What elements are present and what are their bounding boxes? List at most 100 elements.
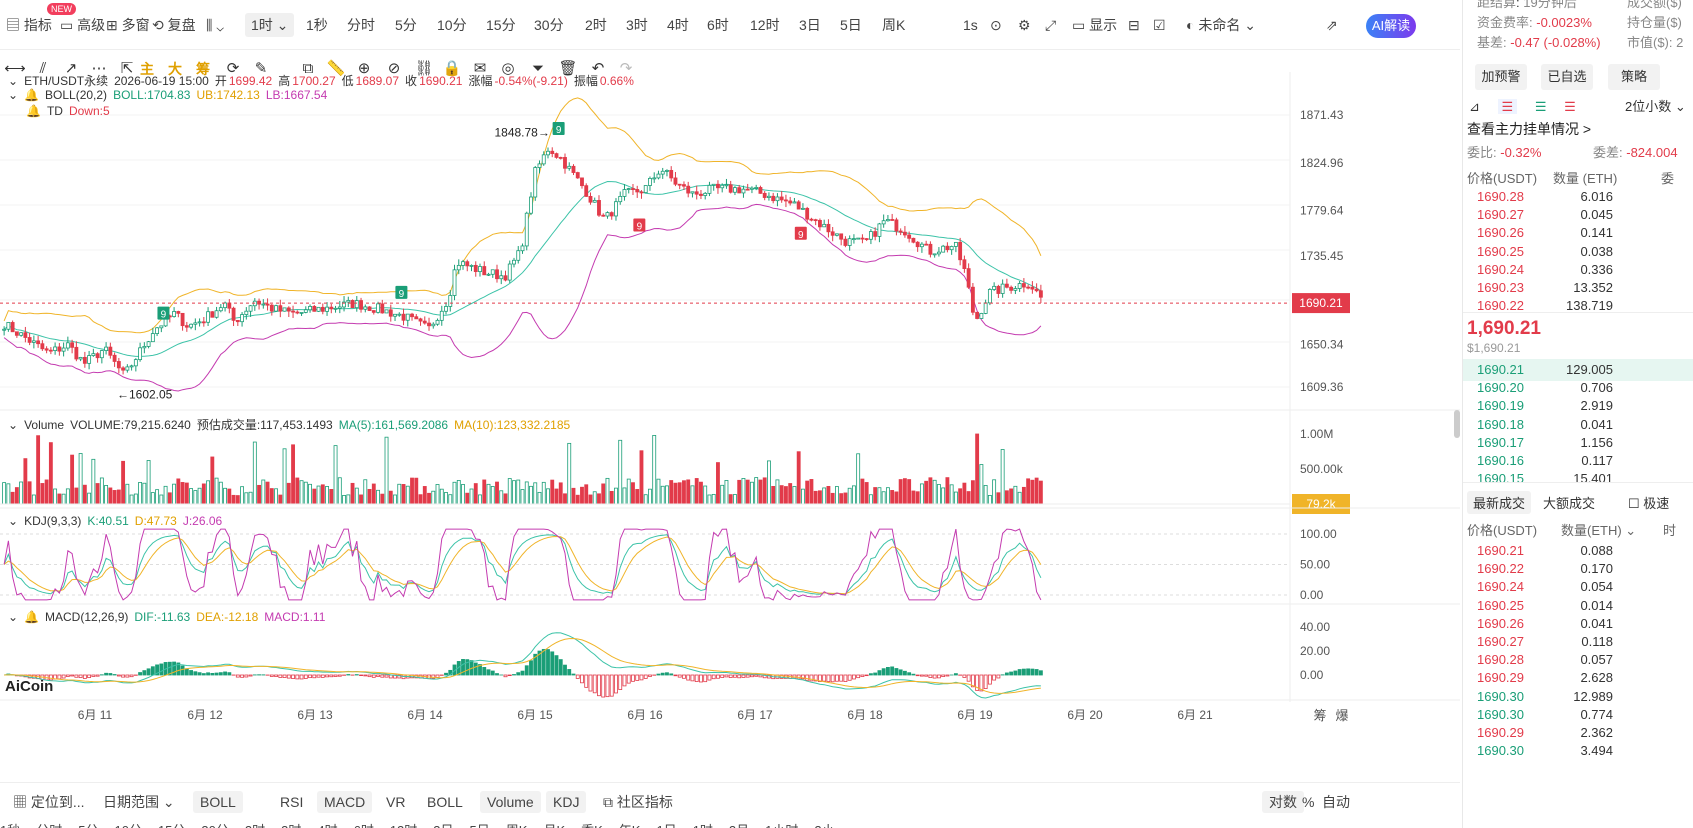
undo-icon[interactable]: ↶ xyxy=(591,60,605,77)
chart-type-button[interactable]: ⫼ ⌄ xyxy=(206,17,224,33)
date-range-button[interactable]: 日期范围 ⌄ xyxy=(103,794,175,810)
parallel-line-icon[interactable]: ⫽ xyxy=(39,60,47,77)
ask-row[interactable]: 1690.26 0.141 xyxy=(1463,222,1693,244)
interval2-18[interactable]: 1时 xyxy=(693,823,713,828)
trend-line-icon[interactable]: ↗ xyxy=(64,60,78,77)
ask-row[interactable]: 1690.22 138.719 xyxy=(1463,295,1693,317)
interval2-2[interactable]: 5分 xyxy=(78,823,98,828)
interval2-13[interactable]: 周K xyxy=(506,823,528,828)
chip-tool[interactable]: 筹 xyxy=(196,61,210,77)
bid-row[interactable]: 1690.16 0.117 xyxy=(1463,450,1693,472)
eye-icon[interactable]: ◎ xyxy=(501,60,515,77)
orderbook-mode-icon[interactable]: ☰ xyxy=(1497,99,1518,114)
interval2-1[interactable]: 分时 xyxy=(36,823,62,828)
interval2-4[interactable]: 15分 xyxy=(158,823,185,828)
interval2-14[interactable]: 月K xyxy=(543,823,565,828)
tag-boll-2[interactable]: BOLL xyxy=(427,794,463,810)
camera-icon[interactable]: ⊙ xyxy=(990,17,1002,33)
interval-6[interactable]: 2时 xyxy=(585,17,607,33)
note-icon[interactable]: ✉ xyxy=(473,60,487,77)
link-icon[interactable]: ⛓ xyxy=(414,60,434,77)
interval2-12[interactable]: 5日 xyxy=(470,823,490,828)
interval-0[interactable]: 1秒 xyxy=(306,17,328,33)
bid-row[interactable]: 1690.21 129.005 xyxy=(1463,359,1693,381)
trade-row[interactable]: 1690.30 12.989 xyxy=(1463,686,1693,708)
interval-10[interactable]: 12时 xyxy=(750,17,780,33)
tag-macd[interactable]: MACD xyxy=(317,791,373,813)
community-indicator-button[interactable]: ⧉ 社区指标 xyxy=(603,794,673,810)
orderbook-link[interactable]: 查看主力挂单情况 > xyxy=(1467,121,1592,137)
bid-row[interactable]: 1690.20 0.706 xyxy=(1463,377,1693,399)
interval-13[interactable]: 周K xyxy=(882,17,906,33)
replay-button[interactable]: ⟲ 复盘 xyxy=(152,17,196,33)
interval2-7[interactable]: 3时 xyxy=(281,823,301,828)
ai-interpret-button[interactable]: AI解读 xyxy=(1366,14,1416,38)
bid-row[interactable]: 1690.17 1.156 xyxy=(1463,432,1693,454)
trade-row[interactable]: 1690.29 2.628 xyxy=(1463,667,1693,689)
brush-icon[interactable]: ✎ xyxy=(254,60,268,77)
bell-icon[interactable]: 🔔 xyxy=(24,610,40,624)
interval2-6[interactable]: 2时 xyxy=(245,823,265,828)
interval2-20[interactable]: 1小时 xyxy=(765,823,798,828)
interval-7[interactable]: 3时 xyxy=(626,17,648,33)
one-second-button[interactable]: 1s xyxy=(963,17,978,33)
ask-row[interactable]: 1690.28 6.016 xyxy=(1463,186,1693,208)
interval2-16[interactable]: 年K xyxy=(619,823,641,828)
tag-kdj[interactable]: KDJ xyxy=(546,791,587,813)
interval2-15[interactable]: 季K xyxy=(581,823,603,828)
interval-4[interactable]: 15分 xyxy=(486,17,516,33)
advanced-button[interactable]: ▭ 高级 xyxy=(60,17,106,33)
lock-icon[interactable]: 🔒 xyxy=(442,60,462,77)
ask-row[interactable]: 1690.23 13.352 xyxy=(1463,277,1693,299)
filter-icon[interactable]: ⏷ xyxy=(531,60,544,77)
interval2-8[interactable]: 4时 xyxy=(317,823,337,828)
trash-icon[interactable]: 🗑 xyxy=(558,60,578,77)
interval2-10[interactable]: 12时 xyxy=(390,823,417,828)
trade-row[interactable]: 1690.28 0.057 xyxy=(1463,649,1693,671)
interval-8[interactable]: 4时 xyxy=(667,17,689,33)
interval2-3[interactable]: 10分 xyxy=(114,823,141,828)
orderbook-bids-icon[interactable]: ☰ xyxy=(1534,99,1547,114)
bid-row[interactable]: 1690.19 2.919 xyxy=(1463,395,1693,417)
trade-row[interactable]: 1690.30 0.774 xyxy=(1463,704,1693,726)
collapse-icon[interactable]: ⌄ xyxy=(8,74,19,88)
main-tool[interactable]: 主 xyxy=(140,61,154,77)
interval2-21[interactable]: 2小 xyxy=(814,823,834,828)
trade-row[interactable]: 1690.25 0.014 xyxy=(1463,595,1693,617)
display-button[interactable]: ▭ 显示 xyxy=(1072,17,1118,33)
settings-icon[interactable]: ⚙ xyxy=(1018,17,1031,33)
copy-icon[interactable]: ⧉ xyxy=(302,60,314,77)
decimals-select[interactable]: 2位小数 ⌄ xyxy=(1625,99,1686,114)
interval-9[interactable]: 6时 xyxy=(707,17,729,33)
collapse-icon[interactable]: ⌄ xyxy=(8,514,19,528)
favorited-button[interactable]: 已自选 xyxy=(1541,64,1593,90)
percent-toggle[interactable]: % xyxy=(1302,794,1315,810)
tag-volume[interactable]: Volume xyxy=(480,791,541,813)
tag-rsi[interactable]: RSI xyxy=(280,794,304,810)
price-chart[interactable]: 1690.21 1871.43 1824.96 1779.64 1735.45 1650.… xyxy=(0,72,1460,782)
bell-icon[interactable]: 🔔 xyxy=(24,88,40,102)
trade-row[interactable]: 1690.22 0.170 xyxy=(1463,558,1693,580)
interval-5[interactable]: 30分 xyxy=(534,17,564,33)
orderbook-both-icon[interactable]: ⊿ xyxy=(1469,99,1480,114)
log-scale-toggle[interactable]: 对数 xyxy=(1262,791,1304,813)
cycle-icon[interactable]: ⟳ xyxy=(226,60,240,77)
horizontal-line-icon[interactable]: ⟷ xyxy=(4,60,26,77)
ruler-icon[interactable]: 📏 xyxy=(326,60,346,77)
multi-window-button[interactable]: ⊞ 多窗 xyxy=(106,17,150,33)
trade-row[interactable]: 1690.27 0.118 xyxy=(1463,631,1693,653)
interval2-0[interactable]: 1秒 xyxy=(0,823,20,828)
share-icon[interactable]: ⇗ xyxy=(1326,17,1338,33)
ask-row[interactable]: 1690.24 0.336 xyxy=(1463,259,1693,281)
layout-icon[interactable]: ⊟ xyxy=(1128,17,1140,33)
fast-mode-checkbox[interactable]: ☐ 极速 xyxy=(1628,496,1670,511)
auto-scale-toggle[interactable]: 自动 xyxy=(1322,794,1350,810)
cursor-icon[interactable]: ⇱ xyxy=(120,60,134,77)
interval2-17[interactable]: 1日 xyxy=(656,823,676,828)
trade-row[interactable]: 1690.26 0.041 xyxy=(1463,613,1693,635)
trade-row[interactable]: 1690.29 2.362 xyxy=(1463,722,1693,744)
tag-boll[interactable]: BOLL xyxy=(193,791,243,813)
ask-row[interactable]: 1690.27 0.045 xyxy=(1463,204,1693,226)
redo-icon[interactable]: ↷ xyxy=(619,60,633,77)
indicator-button[interactable]: ▤ 指标 xyxy=(6,17,52,33)
